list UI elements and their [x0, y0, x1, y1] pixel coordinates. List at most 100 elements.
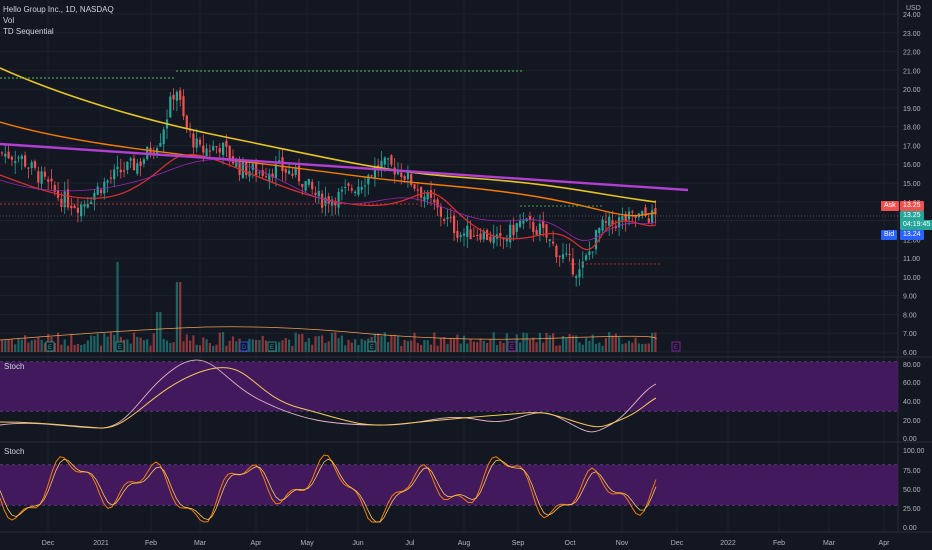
candle-body — [350, 188, 353, 191]
candle-body — [202, 145, 205, 153]
candle-body — [7, 151, 10, 159]
candle-body — [106, 180, 109, 183]
volume-bar — [76, 343, 79, 352]
price-axis-label: 15.00 — [903, 181, 921, 188]
stoch1-band — [0, 362, 898, 411]
candle-body — [334, 200, 337, 206]
candle-body — [486, 230, 489, 240]
earnings-marker — [45, 341, 55, 352]
volume-bar — [611, 335, 614, 352]
candle-body — [324, 197, 327, 206]
volume-bar — [175, 282, 178, 352]
volume-bar — [476, 342, 479, 352]
volume-bar — [502, 342, 505, 352]
stoch1-axis-label: 80.00 — [903, 362, 921, 369]
volume-bar — [83, 344, 86, 352]
vol-indicator-label[interactable]: Vol — [3, 16, 15, 25]
bid-value: 13.24 — [900, 230, 924, 240]
volume-bar — [301, 333, 304, 352]
candle-body — [462, 233, 466, 236]
chart-legend: Hello Group Inc., 1D, NASDAQ Vol TD Sequ… — [3, 4, 114, 37]
time-axis-label: Nov — [616, 540, 629, 547]
volume-bar — [27, 342, 30, 352]
candle-body — [426, 192, 429, 200]
candle-body — [185, 115, 188, 129]
volume-bar — [598, 342, 601, 352]
stoch2-title[interactable]: Stoch — [4, 447, 25, 456]
candle-body — [453, 215, 456, 233]
candle-body — [423, 196, 426, 201]
volume-bar — [231, 336, 235, 352]
stoch1-axis-label: 20.00 — [903, 418, 921, 425]
candle-body — [509, 224, 512, 243]
volume-bar — [400, 345, 403, 352]
candle-body — [297, 165, 301, 182]
volume-bar — [637, 343, 640, 352]
time-axis-label: Feb — [145, 540, 157, 547]
volume-bar — [165, 340, 169, 352]
candle-body — [644, 207, 647, 217]
stoch1-title[interactable]: Stoch — [4, 362, 25, 371]
td-sequential-indicator-label[interactable]: TD Sequential — [3, 27, 54, 36]
volume-bar — [43, 342, 46, 352]
candle-body — [218, 148, 221, 153]
candle-body — [76, 207, 79, 213]
earnings-marker-label: E — [48, 345, 52, 351]
candle-body — [159, 142, 162, 147]
price-axis-label: 6.00 — [903, 350, 917, 357]
volume-bar — [205, 339, 208, 352]
candle-body — [542, 220, 545, 228]
price-axis-label: 16.00 — [903, 162, 921, 169]
volume-bar — [251, 339, 254, 352]
candle-body — [311, 181, 314, 190]
volume-bar — [608, 332, 611, 352]
stoch2-axis-label: 50.00 — [903, 487, 921, 494]
volume-bar — [70, 333, 73, 352]
candle-body — [611, 220, 614, 225]
candle-body — [83, 203, 86, 207]
volume-bar — [532, 337, 535, 352]
candle-body — [535, 230, 538, 235]
volume-bar — [162, 339, 165, 352]
candle-body — [37, 171, 40, 183]
volume-bar — [208, 342, 211, 352]
volume-bar — [594, 343, 598, 352]
candle-body — [634, 216, 637, 218]
time-axis-label: Apr — [879, 540, 891, 547]
volume-bar — [387, 342, 390, 352]
volume-bar — [420, 345, 423, 352]
volume-bar — [17, 338, 20, 352]
time-axis-label: Dec — [42, 540, 55, 547]
candle-body — [294, 167, 297, 175]
volume-bar — [621, 344, 624, 352]
volume-bar — [459, 343, 462, 352]
volume-bar — [284, 337, 287, 352]
candle-body — [387, 158, 390, 160]
symbol-title[interactable]: Hello Group Inc., 1D, NASDAQ — [3, 5, 114, 14]
candle-body — [321, 193, 324, 208]
candle-body — [545, 224, 548, 238]
candle-body — [66, 189, 70, 208]
candle-body — [271, 173, 274, 178]
earnings-marker-label: E — [510, 345, 514, 351]
volume-bar — [479, 338, 482, 352]
volume-bar — [228, 340, 231, 352]
candle-body — [50, 178, 53, 182]
candle-body — [142, 159, 145, 164]
volume-bar — [57, 332, 60, 352]
candle-body — [278, 160, 281, 162]
volume-bar — [40, 339, 43, 352]
candle-body — [604, 221, 607, 223]
candle-body — [585, 255, 588, 260]
candle-body — [129, 158, 132, 161]
candle-body — [505, 238, 508, 242]
volume-bar — [93, 335, 96, 352]
volume-bar — [548, 335, 551, 352]
candle-body — [446, 217, 449, 219]
volume-bar — [218, 332, 221, 352]
candle-body — [70, 205, 73, 209]
candle-body — [228, 145, 231, 160]
price-axis-label: 20.00 — [903, 87, 921, 94]
